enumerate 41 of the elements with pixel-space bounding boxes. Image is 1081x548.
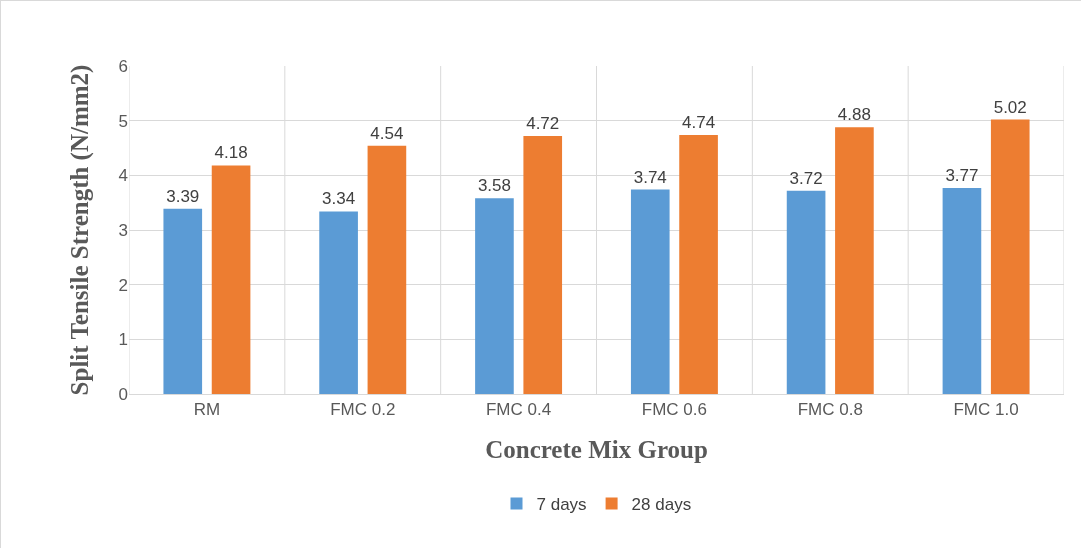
y-tick-label: 6	[118, 56, 128, 76]
bar	[163, 208, 203, 394]
data-label: 3.34	[322, 189, 356, 209]
y-tick-label: 1	[118, 330, 128, 350]
bar	[475, 198, 514, 394]
y-tick-label: 5	[118, 111, 128, 131]
bar	[679, 134, 718, 394]
data-label: 3.72	[789, 168, 823, 188]
legend-label: 28 days	[631, 495, 692, 515]
data-label: 3.58	[477, 176, 511, 196]
data-label: 5.02	[993, 97, 1027, 117]
data-label: 3.77	[945, 165, 979, 185]
x-tick-label: FMC 1.0	[953, 400, 1019, 420]
y-tick-label: 4	[118, 166, 128, 186]
bar	[990, 119, 1030, 394]
bar	[211, 165, 251, 394]
legend-label: 7 days	[536, 495, 587, 515]
bar	[835, 127, 874, 394]
y-tick-label: 2	[118, 275, 128, 295]
x-axis-title: Concrete Mix Group	[485, 436, 708, 464]
y-axis-title: Split Tensile Strength (N/mm2)	[66, 64, 95, 396]
bar	[523, 135, 563, 394]
bar	[630, 189, 670, 394]
y-tick-label: 0	[118, 384, 128, 404]
data-label: 4.72	[526, 113, 560, 133]
bar	[367, 145, 407, 394]
x-tick-label: FMC 0.2	[330, 400, 396, 420]
data-label: 4.18	[214, 143, 248, 163]
data-label: 4.88	[837, 105, 871, 125]
x-tick-label: RM	[193, 400, 221, 420]
bar	[786, 190, 826, 394]
data-label: 4.74	[682, 112, 716, 132]
x-tick-label: FMC 0.4	[485, 400, 552, 420]
x-tick-label: FMC 0.8	[797, 400, 863, 420]
bar	[942, 187, 982, 394]
data-label: 3.39	[166, 186, 200, 206]
data-label: 3.74	[633, 167, 667, 187]
x-tick-label: FMC 0.6	[641, 400, 708, 420]
y-tick-label: 3	[118, 220, 128, 240]
bar	[319, 211, 358, 394]
data-label: 4.54	[370, 123, 404, 143]
